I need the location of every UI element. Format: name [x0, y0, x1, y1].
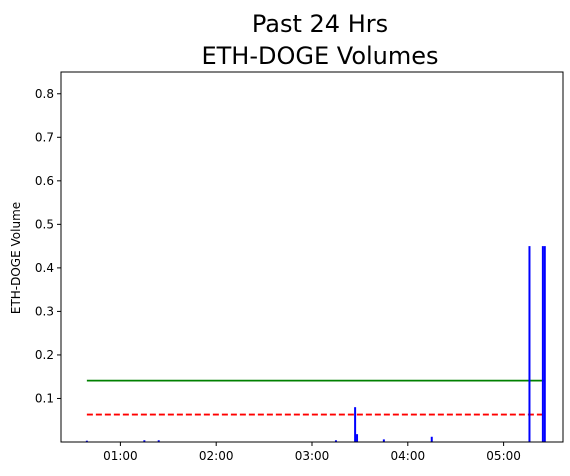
- y-tick-label: 0.6: [35, 174, 54, 188]
- x-tick-label: 03:00: [295, 449, 330, 463]
- volume-bar: [356, 434, 359, 442]
- y-tick-label: 0.2: [35, 348, 54, 362]
- volume-bar: [528, 246, 531, 442]
- reference-lines: [86, 379, 545, 416]
- x-tick-label: 01:00: [103, 449, 138, 463]
- y-axis-ticks: 0.1 0.2 0.3 0.4 0.5 0.6 0.7 0.8: [35, 87, 61, 405]
- volume-bar: [85, 440, 88, 442]
- x-axis-ticks: 01:00 02:00 03:00 04:00 05:00: [103, 442, 521, 463]
- y-tick-label: 0.7: [35, 130, 54, 144]
- y-tick-label: 0.3: [35, 304, 54, 318]
- plot-area-frame: [60, 71, 564, 443]
- volume-bar: [143, 440, 146, 442]
- volume-bar: [354, 407, 357, 442]
- x-tick-label: 05:00: [486, 449, 521, 463]
- chart-title-line-1: Past 24 Hrs: [252, 10, 388, 38]
- y-tick-label: 0.4: [35, 261, 54, 275]
- volume-bar: [430, 436, 433, 442]
- volume-bar: [541, 246, 544, 442]
- y-tick-label: 0.1: [35, 391, 54, 405]
- volume-bar: [382, 439, 385, 442]
- x-tick-label: 02:00: [199, 449, 234, 463]
- volume-bar: [334, 440, 337, 442]
- volume-bar: [157, 440, 160, 442]
- y-tick-label: 0.8: [35, 87, 54, 101]
- y-axis-label: ETH-DOGE Volume: [9, 202, 23, 314]
- volume-bar: [543, 246, 546, 442]
- x-tick-label: 04:00: [391, 449, 426, 463]
- y-tick-label: 0.5: [35, 217, 54, 231]
- chart-title-line-2: ETH-DOGE Volumes: [201, 42, 438, 70]
- volume-bars: [85, 246, 546, 442]
